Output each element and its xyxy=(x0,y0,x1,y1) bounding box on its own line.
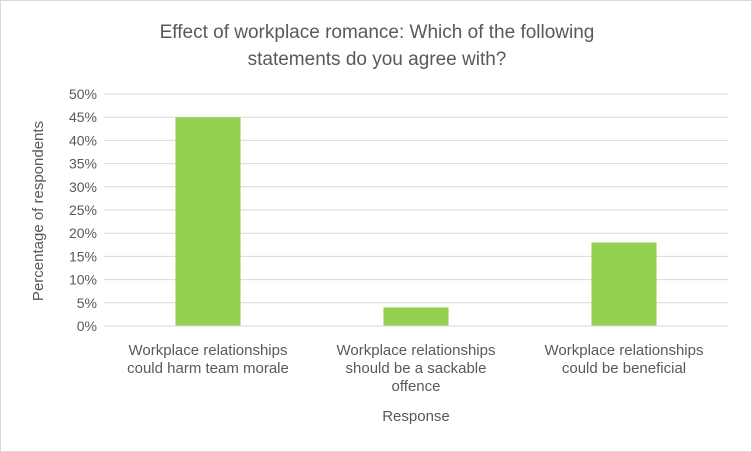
y-tick-label: 35% xyxy=(69,156,97,172)
chart-title-line: statements do you agree with? xyxy=(248,49,507,70)
y-axis-tick-labels: 0% 5% 10% 15% 20% 25% 30% 35% 40% 45% 50% xyxy=(69,86,97,334)
y-axis-title: Percentage of respondents xyxy=(30,121,47,301)
bar xyxy=(383,307,449,326)
y-tick-label: 20% xyxy=(69,225,97,241)
y-tick-label: 40% xyxy=(69,132,97,148)
x-tick-label: Workplace relationships could be benefici… xyxy=(545,342,704,377)
bar xyxy=(175,117,241,326)
y-tick-label: 15% xyxy=(69,248,97,264)
y-tick-label: 5% xyxy=(77,295,97,311)
x-axis-category-labels: Workplace relationships could harm team m… xyxy=(127,342,703,395)
bars xyxy=(175,117,657,326)
y-tick-label: 50% xyxy=(69,86,97,102)
y-tick-label: 30% xyxy=(69,179,97,195)
x-tick-label: Workplace relationships could harm team m… xyxy=(127,342,289,377)
y-tick-label: 0% xyxy=(77,318,97,334)
bar xyxy=(591,242,657,326)
x-axis-title: Response xyxy=(382,408,450,425)
y-tick-label: 25% xyxy=(69,202,97,218)
chart-title: Effect of workplace romance: Which of th… xyxy=(160,22,595,70)
chart-title-line: Effect of workplace romance: Which of th… xyxy=(160,22,595,43)
y-tick-label: 10% xyxy=(69,272,97,288)
x-tick-label: Workplace relationships should be a sacka… xyxy=(337,342,496,395)
y-tick-label: 45% xyxy=(69,109,97,125)
